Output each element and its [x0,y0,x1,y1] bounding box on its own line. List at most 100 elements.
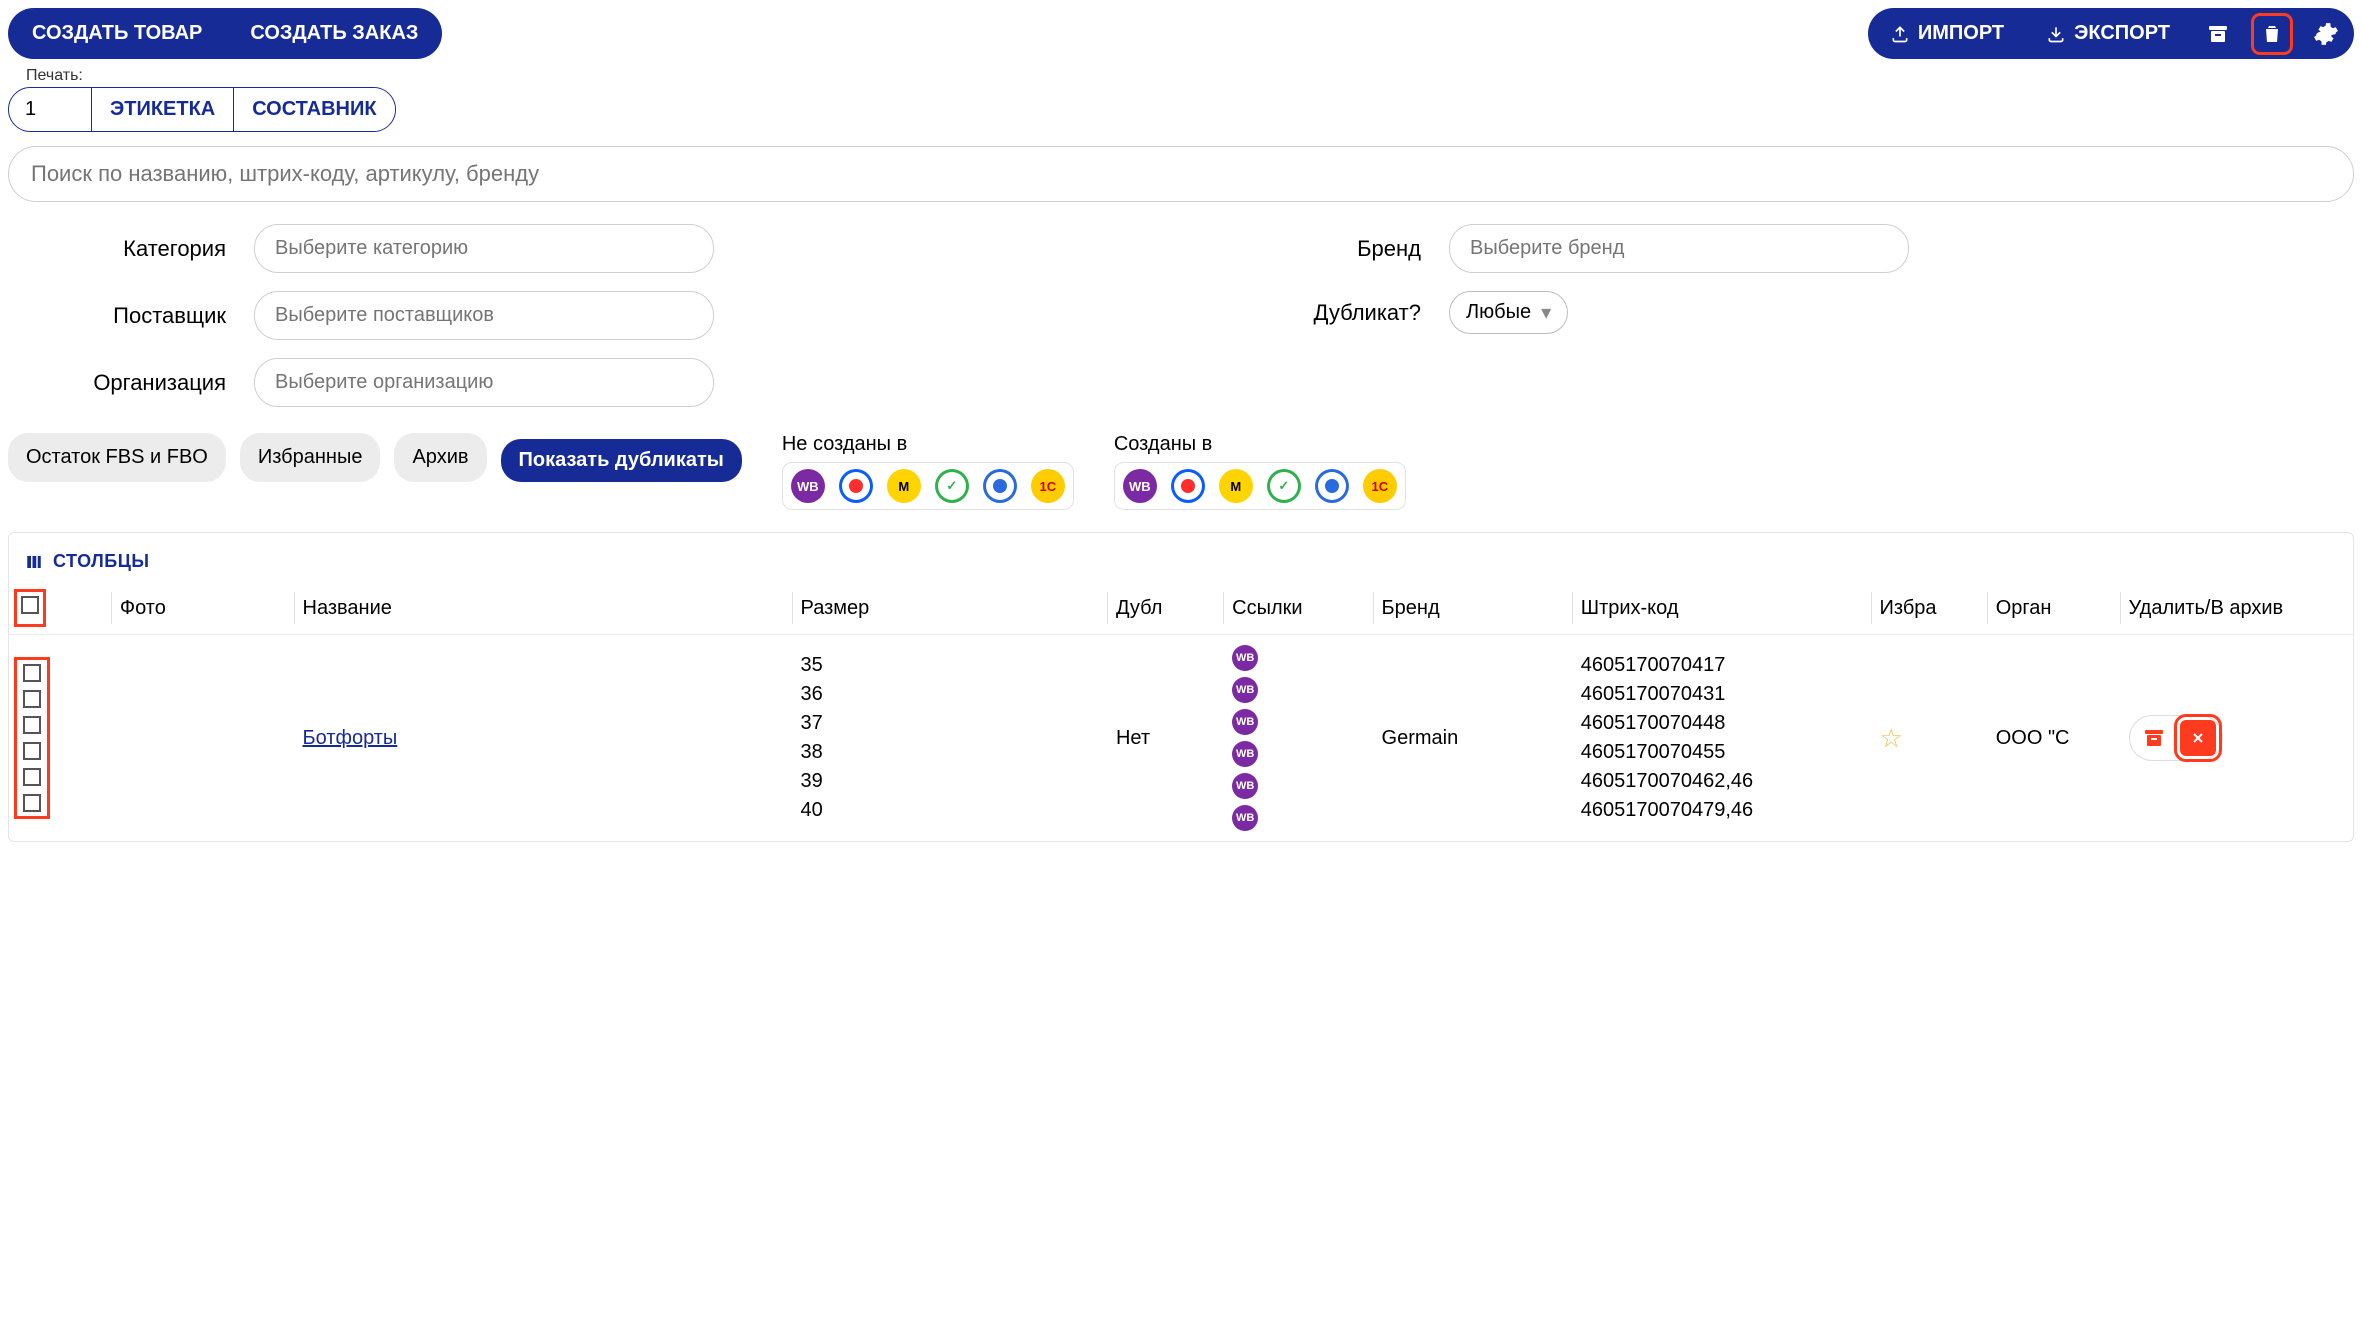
cell-org: ООО "С [1988,635,2121,842]
wb-link-icon[interactable]: WB [1232,805,1258,831]
size-value: 36 [801,683,1100,706]
barcode-value: 4605170070455 [1581,741,1864,764]
brand-select[interactable] [1449,224,1909,273]
cell-barcodes: 4605170070417 4605170070431 4605170070448 4… [1581,654,1864,822]
size-value: 38 [801,741,1100,764]
barcode-value: 4605170070417 [1581,654,1864,677]
created-icons: WB M ✓ 1C [1114,462,1406,510]
duplicate-label: Дубликат? [1211,300,1421,326]
archive-top-icon[interactable] [2200,16,2236,52]
cell-photo [112,635,295,842]
favorite-star-icon[interactable]: ☆ [1880,723,1903,753]
wb-link-icon[interactable]: WB [1232,645,1258,671]
create-product-button[interactable]: СОЗДАТЬ ТОВАР [8,8,226,59]
cell-brand: Germain [1374,635,1573,842]
mp-ym-icon[interactable]: M [887,469,921,503]
size-value: 35 [801,654,1100,677]
export-label: ЭКСПОРТ [2074,22,2170,45]
size-value: 39 [801,770,1100,793]
created-label: Созданы в [1114,433,1406,456]
row-checkbox[interactable] [23,742,41,760]
delete-top-icon[interactable] [2254,16,2290,52]
import-label: ИМПОРТ [1918,22,2004,45]
mp-1c-icon[interactable]: 1C [1363,469,1397,503]
org-select[interactable] [254,358,714,407]
barcode-value: 4605170070479,46 [1581,799,1864,822]
mp-sber-icon[interactable]: ✓ [1267,469,1301,503]
chip-show-duplicates[interactable]: Показать дубликаты [501,439,742,482]
mp-avito-icon[interactable] [983,469,1017,503]
product-name-link[interactable]: Ботфорты [303,727,398,749]
row-checkbox[interactable] [23,794,41,812]
mp-wb-icon[interactable]: WB [791,469,825,503]
org-label: Организация [16,370,226,396]
th-org: Орган [1988,582,2121,635]
wb-link-icon[interactable]: WB [1232,773,1258,799]
print-row: ЭТИКЕТКА СОСТАВНИК [8,87,396,132]
row-archive-icon[interactable] [2136,720,2172,756]
th-name: Название [295,582,793,635]
row-actions [2129,715,2223,761]
supplier-label: Поставщик [16,303,226,329]
barcode-value: 4605170070448 [1581,712,1864,735]
duplicate-dropdown[interactable]: Любые ▾ [1449,291,1568,334]
etiketka-button[interactable]: ЭТИКЕТКА [91,88,233,131]
row-checkbox[interactable] [23,690,41,708]
chip-archive[interactable]: Архив [394,433,486,482]
cell-links: WB WB WB WB WB WB [1232,645,1365,831]
th-size: Размер [793,582,1108,635]
chip-stock[interactable]: Остаток FBS и FBO [8,433,226,482]
columns-button[interactable]: СТОЛБЦЫ [19,541,156,582]
chip-favorites[interactable]: Избранные [240,433,381,482]
sostavnik-button[interactable]: СОСТАВНИК [233,88,394,131]
mp-ozon-icon[interactable] [839,469,873,503]
wb-link-icon[interactable]: WB [1232,677,1258,703]
category-select[interactable] [254,224,714,273]
brand-label: Бренд [1211,236,1421,262]
not-created-icons: WB M ✓ 1C [782,462,1074,510]
supplier-select[interactable] [254,291,714,340]
print-label: Печать: [8,67,2354,85]
th-barcode: Штрих-код [1573,582,1872,635]
row-checkbox[interactable] [23,664,41,682]
cell-sizes: 35 36 37 38 39 40 [801,654,1100,822]
size-value: 40 [801,799,1100,822]
create-pill-group: СОЗДАТЬ ТОВАР СОЗДАТЬ ЗАКАЗ [8,8,442,59]
wb-link-icon[interactable]: WB [1232,709,1258,735]
upload-icon [1890,24,1910,44]
print-qty-input[interactable] [9,88,91,131]
filter-chips: Остаток FBS и FBO Избранные Архив Показа… [8,433,742,482]
export-button[interactable]: ЭКСПОРТ [2034,14,2182,53]
mp-ozon-icon[interactable] [1171,469,1205,503]
th-photo: Фото [112,582,295,635]
row-delete-icon[interactable] [2180,720,2216,756]
settings-icon[interactable] [2308,16,2344,52]
chevron-down-icon: ▾ [1541,300,1551,325]
th-dup: Дубл [1108,582,1224,635]
mp-sber-icon[interactable]: ✓ [935,469,969,503]
search-input[interactable] [8,146,2354,202]
not-created-label: Не созданы в [782,433,1074,456]
size-value: 37 [801,712,1100,735]
create-order-button[interactable]: СОЗДАТЬ ЗАКАЗ [226,8,442,59]
th-links: Ссылки [1224,582,1373,635]
category-label: Категория [16,236,226,262]
duplicate-value: Любые [1466,301,1531,324]
mp-wb-icon[interactable]: WB [1123,469,1157,503]
mp-1c-icon[interactable]: 1C [1031,469,1065,503]
download-icon [2046,24,2066,44]
right-actions: ИМПОРТ ЭКСПОРТ [1868,8,2354,59]
th-brand: Бренд [1374,582,1573,635]
mp-avito-icon[interactable] [1315,469,1349,503]
barcode-value: 4605170070462,46 [1581,770,1864,793]
import-button[interactable]: ИМПОРТ [1878,14,2016,53]
row-checkbox[interactable] [23,768,41,786]
select-all-checkbox[interactable] [21,596,39,614]
cell-dup: Нет [1108,635,1224,842]
th-fav: Избра [1872,582,1988,635]
barcode-value: 4605170070431 [1581,683,1864,706]
row-checkbox[interactable] [23,716,41,734]
table-row: Ботфорты 35 36 37 38 39 40 Нет WB WB WB WB WB WB G… [9,635,2353,842]
mp-ym-icon[interactable]: M [1219,469,1253,503]
wb-link-icon[interactable]: WB [1232,741,1258,767]
